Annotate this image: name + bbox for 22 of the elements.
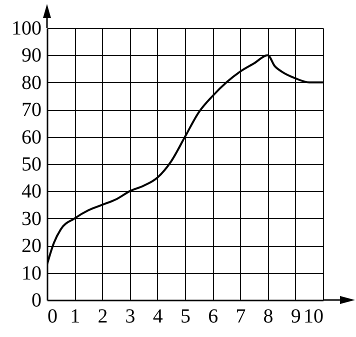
y-tick-label: 20 <box>22 235 42 258</box>
x-tick-label: 6 <box>208 306 218 328</box>
x-tick-label: 7 <box>236 306 246 328</box>
x-tick-label: 3 <box>125 306 136 328</box>
y-tick-label: 80 <box>22 72 42 94</box>
x-tick-label: 4 <box>152 306 163 328</box>
y-tick-label: 0 <box>32 290 42 312</box>
y-tick-label: 70 <box>22 99 42 122</box>
y-tick-label: 60 <box>22 126 42 148</box>
y-tick-label: 50 <box>22 154 42 176</box>
x-tick-label: 5 <box>180 306 190 328</box>
y-tick-label: 100 <box>12 18 42 40</box>
x-tick-label: 10 <box>304 306 324 328</box>
y-tick-label: 30 <box>22 208 42 230</box>
y-tick-label: 90 <box>22 44 42 67</box>
x-tick-label: 1 <box>70 306 80 328</box>
x-tick-label: 9 <box>290 306 301 328</box>
x-tick-label: 8 <box>263 306 274 328</box>
y-tick-label: 40 <box>22 180 42 203</box>
x-tick-label: 0 <box>48 306 58 328</box>
x-tick-label: 2 <box>98 306 108 328</box>
y-tick-label: 10 <box>22 262 42 284</box>
